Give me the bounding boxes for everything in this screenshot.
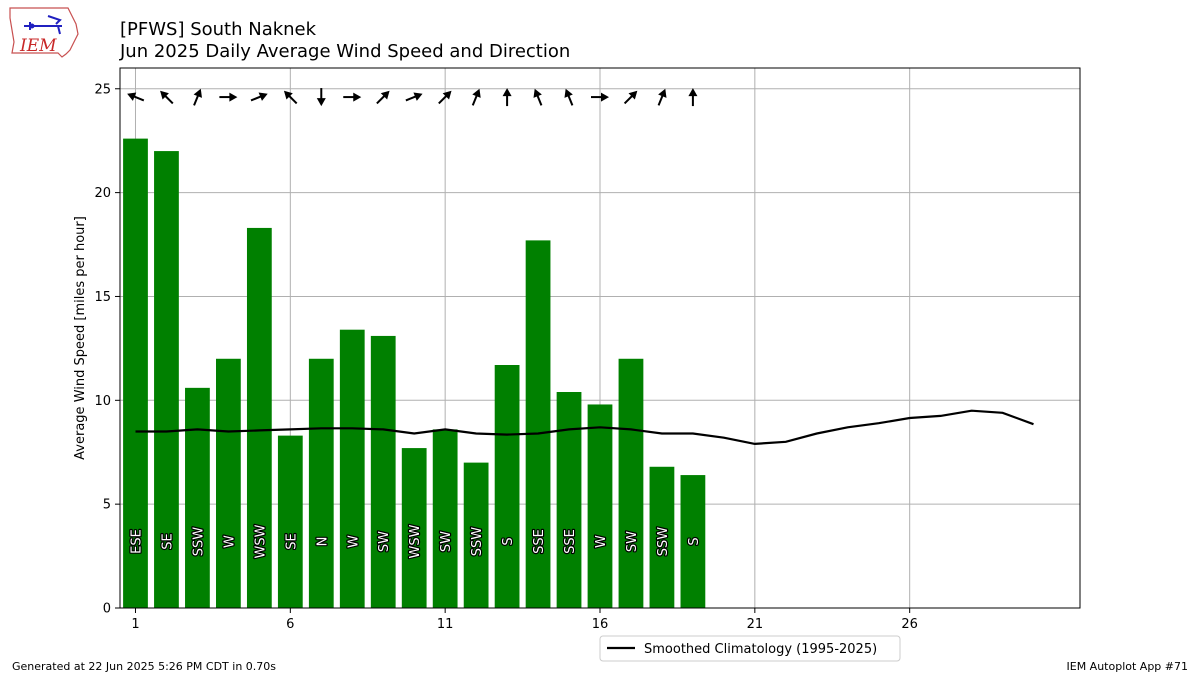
bar — [308, 358, 334, 608]
wind-arrow — [193, 88, 202, 106]
direction-label: SSE — [563, 529, 578, 554]
wind-arrow — [623, 90, 638, 105]
y-tick-label: 25 — [94, 82, 111, 97]
direction-label: WSW — [408, 524, 423, 558]
direction-label: W — [346, 535, 361, 548]
wind-arrow — [533, 88, 543, 106]
footer-generated: Generated at 22 Jun 2025 5:26 PM CDT in … — [12, 660, 276, 673]
logo-text: IEM — [19, 36, 57, 56]
bar — [123, 138, 148, 608]
y-tick-label: 20 — [94, 186, 111, 201]
iem-logo: IEM — [9, 7, 79, 58]
direction-label: SSW — [470, 527, 485, 557]
chart-title-line1: [PFWS] South Naknek — [120, 19, 317, 40]
x-tick-label: 11 — [437, 617, 454, 632]
wind-arrow — [438, 90, 452, 105]
y-axis: 0 5 10 15 20 25 — [94, 82, 120, 617]
bar — [277, 435, 303, 608]
x-tick-label: 16 — [592, 617, 609, 632]
wind-arrow — [405, 92, 423, 102]
wind-arrows — [127, 88, 698, 107]
wind-arrow — [657, 88, 667, 106]
y-tick-label: 0 — [103, 602, 111, 617]
direction-label: N — [315, 537, 330, 547]
direction-label: SW — [625, 531, 640, 552]
wind-arrow — [502, 88, 512, 107]
legend-box — [599, 635, 901, 662]
x-axis: 1 6 11 16 21 26 — [131, 608, 918, 632]
direction-label: S — [687, 537, 702, 545]
y-tick-label: 5 — [103, 498, 111, 513]
direction-label: ESE — [129, 529, 144, 554]
wind-arrow — [316, 88, 326, 107]
direction-label: W — [594, 535, 609, 548]
bar — [494, 365, 520, 608]
bar — [525, 240, 551, 608]
direction-label: SW — [377, 531, 392, 552]
chart-title-line2: Jun 2025 Daily Average Wind Speed and Di… — [119, 41, 570, 62]
bar — [649, 466, 675, 608]
bar — [401, 448, 427, 608]
bar — [216, 358, 241, 608]
bar — [618, 358, 644, 608]
footer-app: IEM Autoplot App #71 — [1067, 660, 1189, 673]
wind-arrow — [250, 92, 268, 102]
y-tick-label: 15 — [94, 290, 111, 305]
direction-label: W — [222, 535, 237, 548]
bar — [432, 429, 458, 608]
wind-arrow — [564, 88, 574, 106]
direction-label: SSW — [656, 527, 671, 557]
wind-arrow — [219, 92, 238, 102]
direction-labels: ESE SE SSW W WSW SE N W SW WSW SW SSW S SSE SSE W SW SSW S — [128, 523, 703, 560]
legend-label: Smoothed Climatology (1995-2025) — [644, 642, 877, 657]
legend: Smoothed Climatology (1995-2025) — [599, 635, 901, 662]
x-tick-label: 26 — [901, 617, 918, 632]
wind-arrow — [127, 92, 145, 102]
direction-label: S — [501, 537, 516, 545]
wind-arrow — [591, 92, 609, 102]
bars — [123, 138, 706, 609]
bar — [185, 387, 210, 608]
wind-arrow — [343, 92, 362, 102]
direction-label: SE — [284, 533, 299, 549]
direction-label: SSW — [191, 527, 206, 557]
climatology-line — [135, 409, 1034, 446]
bar — [246, 227, 272, 608]
direction-label: SSE — [532, 529, 547, 554]
direction-label: SW — [439, 531, 454, 552]
bar — [556, 392, 582, 608]
y-tick-label: 10 — [94, 394, 111, 409]
y-axis-label: Average Wind Speed [miles per hour] — [73, 216, 88, 460]
bar — [587, 404, 613, 608]
wind-arrow — [160, 90, 174, 105]
bar — [680, 475, 706, 608]
bar — [370, 335, 396, 608]
direction-label: WSW — [253, 524, 268, 558]
direction-label: SE — [160, 533, 175, 549]
bar — [463, 462, 489, 608]
bar — [339, 329, 365, 608]
x-tick-label: 21 — [747, 617, 764, 632]
x-tick-label: 6 — [286, 617, 294, 632]
wind-arrow — [688, 88, 698, 107]
wind-arrow — [471, 88, 481, 106]
wind-arrow — [376, 90, 390, 105]
x-tick-label: 1 — [131, 617, 139, 632]
bar — [154, 151, 179, 609]
wind-arrow — [283, 90, 298, 105]
